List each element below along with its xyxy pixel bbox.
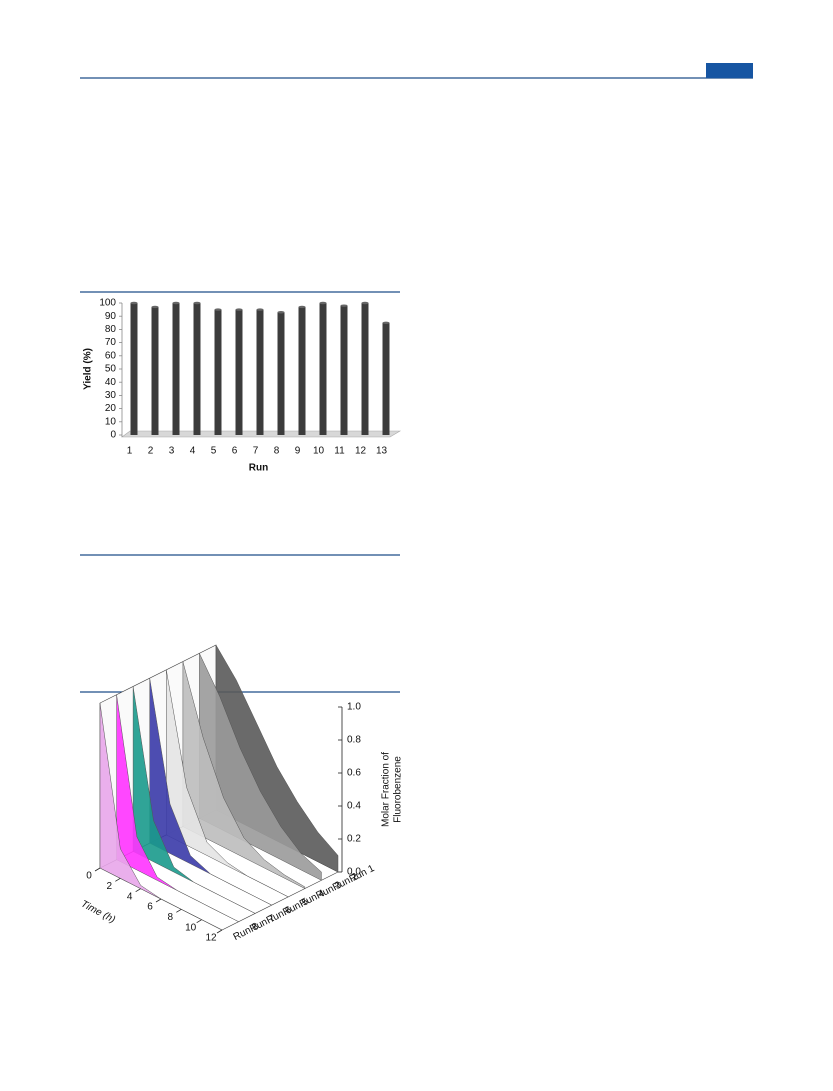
x-tick-label: 2 (107, 881, 113, 892)
x-tick (176, 908, 182, 913)
bar-top (130, 301, 138, 305)
x-tick-label: 9 (295, 446, 301, 457)
x-axis-label: Time (h) (79, 899, 117, 926)
bar (382, 322, 390, 435)
bar (340, 305, 348, 435)
y-axis-label: Yield (%) (83, 348, 94, 390)
ribbon (149, 678, 272, 906)
ribbon (116, 694, 239, 922)
bar (256, 309, 264, 435)
x-tick-label: 12 (205, 933, 217, 944)
bar (298, 306, 306, 435)
bar-top (298, 305, 306, 309)
run-label: Run 8 (232, 921, 261, 943)
y-tick-label: 70 (105, 337, 117, 348)
bar-top (361, 301, 369, 305)
z-tick-label: 0.8 (347, 735, 361, 746)
x-tick-label: 8 (274, 446, 280, 457)
x-tick-label: 10 (185, 922, 197, 933)
y-tick-label: 80 (105, 324, 117, 335)
x-tick (135, 888, 141, 893)
y-tick-label: 20 (105, 403, 117, 414)
x-tick-label: 3 (169, 446, 175, 457)
bar (130, 303, 138, 435)
bar (319, 303, 327, 435)
bar-top (340, 304, 348, 307)
y-tick-label: 0 (110, 430, 116, 441)
bar-top (172, 301, 180, 305)
x-tick-label: 5 (211, 446, 217, 457)
y-tick-label: 90 (105, 311, 117, 322)
z-tick-label: 0.4 (347, 801, 361, 812)
z-tick-label: 0.0 (347, 867, 361, 878)
x-tick (115, 877, 121, 882)
x-tick (196, 919, 202, 924)
y-tick-label: 10 (105, 416, 117, 427)
bar-top (256, 308, 264, 311)
x-tick-label: 11 (334, 446, 345, 457)
bar-top (382, 321, 390, 324)
x-tick-label: 12 (355, 446, 367, 457)
bar (277, 312, 285, 435)
bar (361, 303, 369, 435)
x-tick (155, 898, 162, 903)
y-tick-label: 60 (105, 350, 117, 361)
x-axis-label: Run (249, 463, 268, 474)
bar (151, 306, 159, 435)
y-tick-label: 40 (105, 377, 117, 388)
x-tick-label: 4 (190, 446, 196, 457)
x-tick-label: 2 (148, 446, 154, 457)
x-tick (94, 867, 101, 872)
bar (172, 303, 180, 435)
x-tick-label: 4 (127, 891, 133, 902)
bar-top (235, 308, 243, 311)
z-tick-label: 0.2 (347, 834, 361, 845)
x-tick-label: 6 (232, 446, 238, 457)
x-tick-label: 7 (253, 446, 259, 457)
y-tick-label: 100 (99, 298, 116, 309)
ribbon (99, 702, 223, 931)
z-tick-label: 0.6 (347, 768, 361, 779)
x-tick-label: 1 (127, 446, 133, 457)
bar-top (193, 301, 201, 305)
ribbon (132, 686, 256, 914)
ribbon (182, 661, 306, 890)
y-tick-label: 30 (105, 390, 117, 401)
y-tick-label: 50 (105, 364, 117, 375)
header-tab (706, 63, 753, 78)
x-tick-label: 13 (376, 446, 388, 457)
bar-top (319, 301, 327, 305)
x-tick-label: 10 (313, 446, 325, 457)
bar-top (277, 311, 285, 314)
x-tick-label: 8 (168, 912, 174, 923)
z-axis-label: Fluorobenzene (393, 756, 404, 823)
z-axis-label: Molar Fraction of (381, 752, 392, 827)
x-tick-label: 6 (147, 902, 153, 913)
ribbon (166, 669, 289, 898)
bar (193, 303, 201, 435)
bar-top (151, 305, 159, 309)
bar-top (214, 308, 222, 311)
x-tick-label: 0 (86, 871, 92, 882)
bar (235, 309, 243, 435)
x-tick (216, 929, 223, 934)
z-tick-label: 1.0 (347, 702, 361, 713)
bar (214, 309, 222, 435)
